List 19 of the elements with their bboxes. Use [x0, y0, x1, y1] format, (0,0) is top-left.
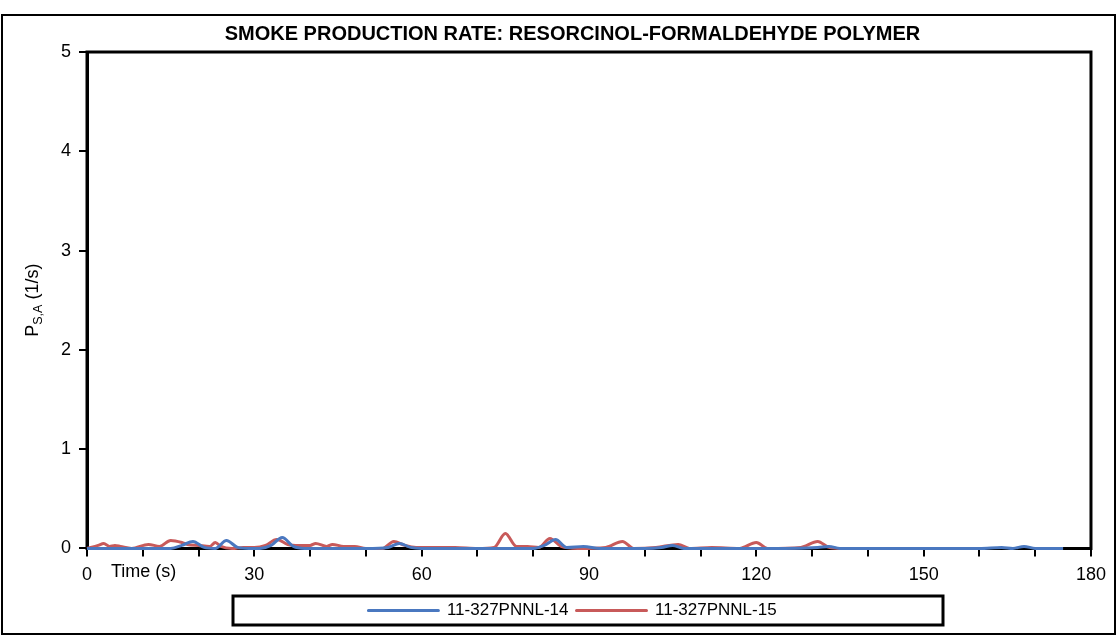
x-tick-label: 150	[908, 564, 939, 585]
x-tick-label: 0	[82, 564, 93, 585]
x-tick-label: 180	[1075, 564, 1107, 585]
y-tick-label: 0	[61, 537, 72, 558]
line-series	[85, 535, 1065, 550]
y-tick-label: 2	[61, 338, 72, 359]
y-tick-label: 1	[61, 438, 72, 459]
x-axis-title: Time (s)	[111, 561, 177, 582]
x-tick-label: 120	[741, 564, 772, 585]
chart-title: SMOKE PRODUCTION RATE: RESORCINOL-FORMALDEHYDE POLYMER	[224, 21, 921, 44]
x-tick-label: 30	[244, 564, 265, 585]
y-tick-label: 4	[61, 140, 72, 161]
x-tick-label: 60	[411, 564, 432, 585]
y-axis-title: PS,A (1/s)	[21, 263, 45, 337]
legend-label: 11-327PNNL-15	[655, 600, 777, 620]
legend-label: 11-327PNNL-14	[446, 600, 569, 620]
y-tick-label: 5	[61, 40, 72, 61]
y-tick-label: 3	[61, 239, 72, 260]
x-tick-label: 90	[578, 564, 600, 585]
